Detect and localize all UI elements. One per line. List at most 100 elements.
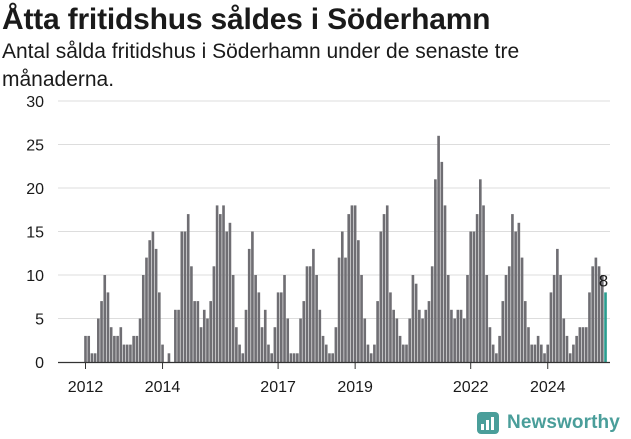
bar [443, 205, 447, 362]
bar [202, 309, 206, 362]
bar [263, 309, 267, 362]
bar [247, 248, 251, 362]
grid-lines: 0 5 10 15 20 25 30 [26, 94, 610, 372]
bar [511, 214, 514, 362]
x-tick-label: 2019 [337, 379, 373, 396]
bar [145, 257, 148, 362]
bar [305, 266, 309, 362]
bar [572, 344, 575, 362]
bar [340, 231, 344, 362]
bar [103, 275, 107, 362]
bar [302, 301, 306, 362]
bar [215, 205, 219, 362]
bar [350, 205, 354, 362]
bar [190, 266, 193, 362]
bar [186, 214, 190, 362]
y-tick-label: 5 [35, 312, 44, 329]
x-tick-label: 2012 [68, 379, 104, 396]
bar [334, 327, 338, 362]
bar [376, 301, 379, 362]
bars [84, 135, 607, 362]
bar [395, 318, 399, 362]
bar [546, 344, 550, 362]
newsworthy-logo[interactable]: Newsworthy [476, 408, 620, 438]
bar [591, 266, 594, 362]
bar [219, 214, 222, 362]
bar [581, 327, 585, 362]
bar [600, 275, 604, 362]
bar [116, 335, 119, 362]
bar [491, 344, 495, 362]
bar [283, 275, 286, 362]
bar [501, 301, 505, 362]
bar [514, 231, 517, 362]
bar [260, 327, 264, 362]
bar [299, 318, 302, 362]
bar [154, 248, 158, 362]
bar [440, 161, 444, 362]
bar [462, 318, 466, 362]
bar [225, 231, 229, 362]
bar [418, 309, 421, 362]
bar [373, 344, 376, 362]
bar [193, 301, 196, 362]
bar [337, 257, 341, 362]
bar [414, 283, 418, 362]
bar [206, 318, 209, 362]
bar [456, 309, 460, 362]
bar [498, 335, 501, 362]
bar [93, 353, 97, 362]
bar [196, 301, 200, 362]
bar [135, 335, 139, 362]
bar [559, 275, 562, 362]
page-subtitle: Antal sålda fritidshus i Söderhamn under… [2, 40, 520, 91]
bar [549, 292, 553, 362]
bar [369, 353, 373, 362]
bar [543, 353, 546, 362]
bar [244, 309, 248, 362]
bar [552, 275, 556, 362]
bar [270, 353, 273, 362]
bar [254, 275, 257, 362]
bar [289, 353, 293, 362]
bar [87, 335, 91, 362]
y-tick-label: 25 [26, 138, 44, 155]
bar [222, 205, 225, 362]
bar [469, 231, 473, 362]
bar [575, 335, 578, 362]
x-tick-label: 2017 [260, 379, 296, 396]
bar [479, 179, 482, 362]
bar [161, 344, 164, 362]
bar [437, 135, 440, 362]
bar [584, 327, 588, 362]
bar [235, 327, 238, 362]
bar [141, 275, 145, 362]
bar [212, 266, 216, 362]
bar [84, 335, 87, 362]
bar [177, 309, 180, 362]
bar [241, 353, 245, 362]
bar [520, 257, 524, 362]
y-tick-label: 20 [26, 181, 44, 198]
bar [353, 205, 357, 362]
bar [597, 266, 601, 362]
y-tick-label: 10 [26, 268, 44, 285]
bar [594, 257, 598, 362]
bar [347, 214, 351, 362]
bar [315, 275, 318, 362]
bar [507, 266, 511, 362]
bar [363, 318, 367, 362]
y-tick-label: 0 [35, 355, 44, 372]
bar [488, 327, 492, 362]
bar [588, 292, 591, 362]
bar [472, 231, 476, 362]
bar [568, 353, 572, 362]
bar [279, 292, 283, 362]
bar [129, 344, 132, 362]
bar [138, 318, 142, 362]
bar [430, 266, 434, 362]
bar [459, 309, 463, 362]
bar [450, 309, 453, 362]
bar [446, 275, 450, 362]
bar [267, 344, 270, 362]
